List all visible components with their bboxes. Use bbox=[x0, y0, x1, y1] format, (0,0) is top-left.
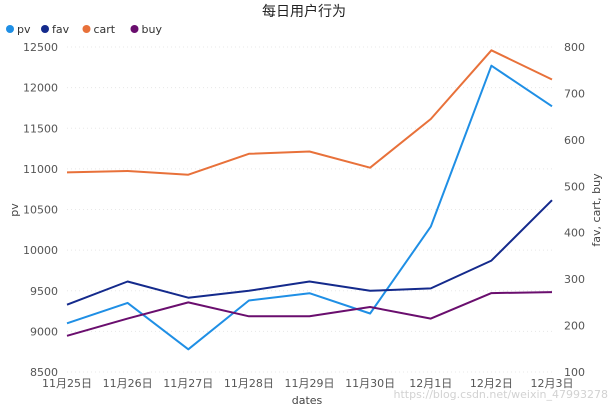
legend-item-cart[interactable]: cart bbox=[82, 23, 116, 36]
left-y-tick-label: 11000 bbox=[23, 163, 58, 176]
legend-label: fav bbox=[52, 23, 70, 36]
right-y-tick-label: 200 bbox=[564, 320, 585, 333]
left-y-tick-label: 10000 bbox=[23, 244, 58, 257]
x-tick-label: 11月27日 bbox=[163, 377, 213, 390]
left-y-tick-label: 10500 bbox=[23, 204, 58, 217]
legend-item-buy[interactable]: buy bbox=[130, 23, 163, 36]
series-lines bbox=[66, 49, 553, 351]
right-y-axis-title: fav, cart, buy bbox=[590, 173, 603, 247]
left-y-tick-label: 9500 bbox=[30, 285, 58, 298]
legend-label: buy bbox=[142, 23, 163, 36]
legend-marker bbox=[130, 25, 139, 33]
watermark-text: https://blog.csdn.net/weixin_47993278 bbox=[393, 388, 608, 401]
legend-marker bbox=[6, 25, 14, 33]
chart-title: 每日用户行为 bbox=[262, 3, 346, 20]
legend-marker bbox=[41, 25, 49, 33]
series-line-fav bbox=[66, 199, 553, 306]
right-y-axis: 100 200 300 400 500 600 700 800 bbox=[564, 41, 585, 379]
legend-label: cart bbox=[94, 23, 116, 36]
left-y-tick-label: 12500 bbox=[23, 41, 58, 54]
x-axis-title: dates bbox=[292, 394, 323, 407]
x-tick-label: 11月29日 bbox=[285, 377, 335, 390]
legend[interactable]: pv fav cart buy bbox=[6, 23, 162, 36]
x-tick-label: 12月2日 bbox=[470, 377, 513, 390]
legend-item-pv[interactable]: pv bbox=[6, 23, 31, 36]
x-tick-label: 11月25日 bbox=[42, 377, 92, 390]
x-tick-label: 11月26日 bbox=[103, 377, 153, 390]
x-tick-label: 11月30日 bbox=[345, 377, 395, 390]
series-line-pv bbox=[66, 64, 553, 351]
gridlines bbox=[67, 46, 552, 373]
left-y-axis-title: pv bbox=[8, 203, 21, 217]
legend-item-fav[interactable]: fav bbox=[41, 23, 70, 36]
legend-label: pv bbox=[17, 23, 31, 36]
right-y-tick-label: 300 bbox=[564, 273, 585, 286]
left-y-tick-label: 9000 bbox=[30, 325, 58, 338]
left-y-tick-label: 8500 bbox=[30, 366, 58, 379]
right-y-tick-label: 100 bbox=[564, 366, 585, 379]
left-y-axis: 8500 9000 9500 10000 10500 11000 11500 12000 125… bbox=[23, 41, 58, 379]
legend-marker bbox=[82, 25, 91, 33]
right-y-tick-label: 500 bbox=[564, 180, 585, 193]
left-y-tick-label: 12000 bbox=[23, 82, 58, 95]
right-y-tick-label: 700 bbox=[564, 87, 585, 100]
x-tick-label: 12月3日 bbox=[531, 377, 574, 390]
series-line-cart bbox=[66, 49, 553, 176]
left-y-tick-label: 11500 bbox=[23, 122, 58, 135]
x-axis: 11月25日 11月26日 11月27日 11月28日 11月29日 11月30日 12月1… bbox=[42, 377, 574, 390]
x-tick-label: 12月1日 bbox=[409, 377, 452, 390]
x-tick-label: 11月28日 bbox=[224, 377, 274, 390]
series-line-buy bbox=[66, 291, 553, 337]
right-y-tick-label: 800 bbox=[564, 41, 585, 54]
right-y-tick-label: 400 bbox=[564, 227, 585, 240]
right-y-tick-label: 600 bbox=[564, 134, 585, 147]
